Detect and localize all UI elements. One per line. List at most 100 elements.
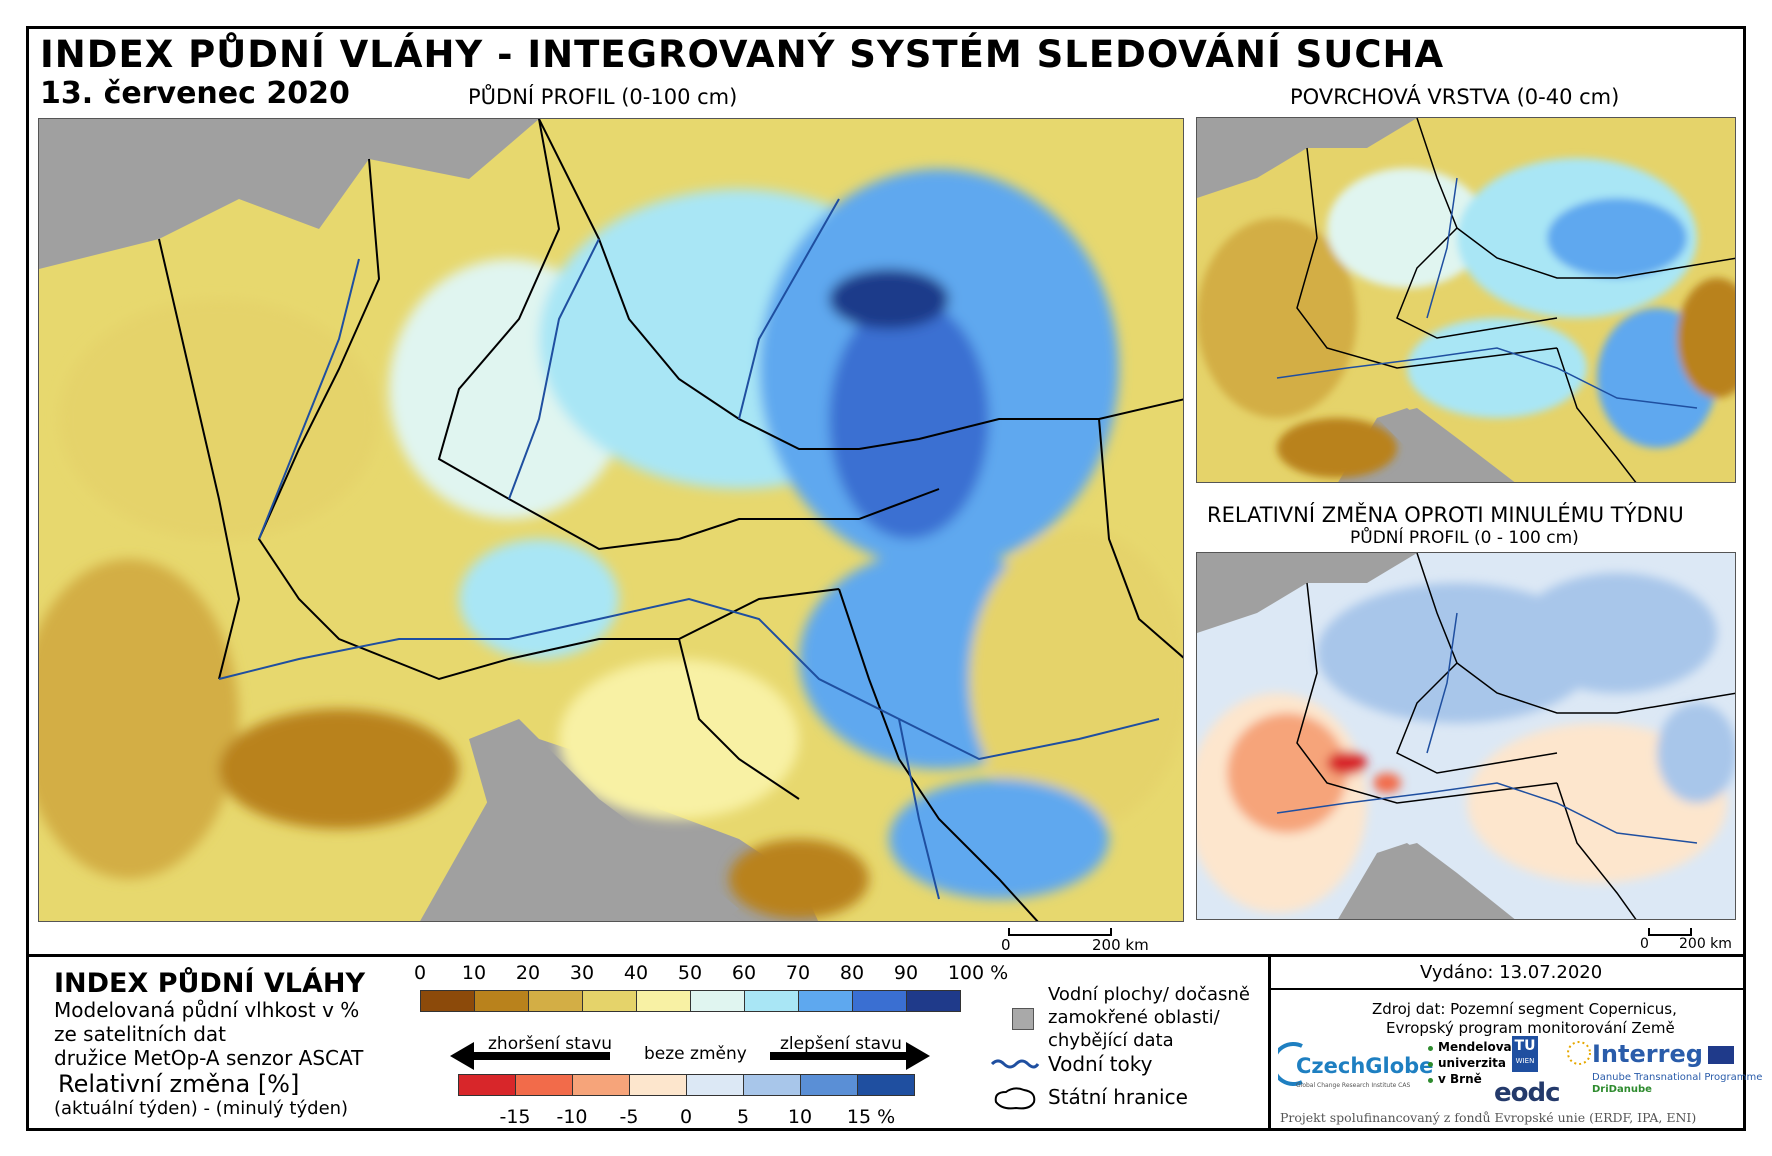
worse-arrow-icon — [450, 1042, 610, 1070]
moisture-swatch — [798, 990, 853, 1012]
legend-desc-3: družice MetOp-A senzor ASCAT — [54, 1046, 364, 1070]
arrow-none-label: beze změny — [644, 1044, 747, 1064]
rivers-label: Vodní toky — [1048, 1052, 1153, 1076]
main-soil-moisture-map[interactable] — [38, 118, 1184, 922]
change-map-title: RELATIVNÍ ZMĚNA OPROTI MINULÉMU TÝDNU — [1207, 503, 1684, 527]
main-scalebar-end: 200 km — [1092, 936, 1149, 954]
mendel-dot-1 — [1428, 1046, 1433, 1051]
moisture-swatch — [474, 990, 529, 1012]
change-rivers — [1276, 612, 1698, 844]
mendel-logo-line-3: v Brně — [1438, 1072, 1482, 1086]
info-divider — [1268, 956, 1271, 1131]
adriatic-sea — [469, 719, 739, 921]
source-line-1: Zdroj dat: Pozemní segment Copernicus, — [1372, 1000, 1677, 1018]
change-swatch — [572, 1074, 630, 1096]
surface-borders — [1296, 118, 1735, 482]
border-symbol-icon — [994, 1087, 1036, 1110]
rivers — [218, 198, 1160, 900]
czechglobe-logo-icon — [1278, 1042, 1303, 1086]
arrow-worse-label: zhoršení stavu — [488, 1034, 613, 1054]
moisture-swatch — [420, 990, 475, 1012]
moisture-tick-label: 0 — [413, 962, 427, 984]
mendel-dot-2 — [1428, 1062, 1433, 1067]
change-tick-label: 15 % — [846, 1106, 896, 1128]
moisture-tick-label: 10 — [461, 962, 487, 984]
moisture-swatch — [582, 990, 637, 1012]
legend-change-title: Relativní změna [%] — [58, 1070, 300, 1098]
river-symbol-icon — [990, 1059, 1040, 1069]
czechglobe-logo-subtext: Global Change Research Institute CAS — [1296, 1082, 1411, 1089]
change-borders — [1296, 553, 1735, 919]
surface-layer-map[interactable] — [1196, 117, 1736, 483]
moisture-tick-label: 50 — [677, 962, 703, 984]
moisture-tick-label: 40 — [623, 962, 649, 984]
moisture-tick-label: 60 — [731, 962, 757, 984]
tu-wien-logo: TU WIEN — [1512, 1036, 1538, 1072]
surface-moisture-field — [1197, 158, 1735, 478]
moisture-swatch — [636, 990, 691, 1012]
change-tick-label: 5 — [736, 1106, 750, 1128]
arrow-better-label: zlepšení stavu — [780, 1034, 902, 1054]
legend-desc-1: Modelovaná půdní vlhkost v % — [54, 998, 360, 1022]
issued-date: Vydáno: 13.07.2020 — [1420, 962, 1603, 983]
interreg-subtext-1: Danube Transnational Programme — [1592, 1072, 1763, 1083]
interreg-subtext-2: DriDanube — [1592, 1084, 1652, 1095]
change-swatch — [800, 1074, 858, 1096]
mendel-dot-3 — [1428, 1078, 1433, 1083]
change-tick-label: -10 — [556, 1106, 588, 1128]
change-swatch — [743, 1074, 801, 1096]
issued-divider — [1270, 988, 1746, 990]
mendel-logo-line-2: univerzita — [1438, 1056, 1507, 1070]
moisture-tick-label: 70 — [785, 962, 811, 984]
page-title: INDEX PŮDNÍ VLÁHY - INTEGROVANÝ SYSTÉM S… — [40, 33, 1445, 76]
source-line-2: Evropský program monitorování Země — [1386, 1019, 1675, 1037]
surface-map-svg — [1197, 118, 1735, 482]
relative-change-map[interactable] — [1196, 552, 1736, 920]
borders-label: Státní hranice — [1048, 1085, 1188, 1109]
legend-desc-2: ze satelitních dat — [54, 1022, 226, 1046]
surface-rivers — [1276, 177, 1698, 409]
moisture-swatch — [528, 990, 583, 1012]
change-tick-label: -15 — [499, 1106, 531, 1128]
moisture-swatch — [906, 990, 961, 1012]
water-label-1: Vodní plochy/ dočasně — [1048, 984, 1250, 1005]
change-map-svg — [1197, 553, 1735, 919]
change-tick-label: 0 — [679, 1106, 693, 1128]
main-scalebar — [1008, 928, 1112, 936]
moisture-swatch — [744, 990, 799, 1012]
moisture-tick-label: 90 — [893, 962, 919, 984]
legend-change-desc: (aktuální týden) - (minulý týden) — [54, 1098, 349, 1119]
moisture-tick-label: 30 — [569, 962, 595, 984]
moisture-swatch — [852, 990, 907, 1012]
surface-map-caption: POVRCHOVÁ VRSTVA (0-40 cm) — [1290, 85, 1620, 109]
change-field — [1197, 573, 1735, 913]
change-arrows — [450, 1042, 930, 1070]
mendel-logo-line-1: Mendelova — [1438, 1040, 1512, 1054]
better-arrow-icon — [770, 1042, 930, 1070]
main-map-svg — [39, 119, 1183, 921]
small-scalebar-zero: 0 — [1640, 936, 1649, 952]
moisture-swatch — [690, 990, 745, 1012]
water-label-3: chybějící data — [1048, 1030, 1174, 1051]
water-bodies-swatch — [1012, 1008, 1034, 1030]
czechglobe-logo-text: CzechGlobe — [1296, 1054, 1434, 1078]
surface-adriatic — [1377, 408, 1495, 482]
eodc-logo: eodc — [1494, 1078, 1561, 1108]
change-tick-label: -5 — [619, 1106, 639, 1128]
moisture-tick-label: 100 % — [947, 962, 1009, 984]
eu-flag-icon — [1708, 1046, 1734, 1064]
small-scalebar-end: 200 km — [1679, 936, 1732, 952]
change-swatch — [515, 1074, 573, 1096]
moisture-tick-label: 80 — [839, 962, 865, 984]
change-adriatic — [1377, 843, 1495, 919]
legend-divider — [26, 954, 1746, 957]
main-scalebar-zero: 0 — [1001, 936, 1011, 954]
small-scalebar — [1648, 928, 1692, 936]
legend-title: INDEX PŮDNÍ VLÁHY — [54, 968, 366, 999]
footer-note: Projekt spolufinancovaný z fondů Evropsk… — [1280, 1110, 1697, 1125]
change-tick-label: 10 — [787, 1106, 813, 1128]
map-date: 13. červenec 2020 — [40, 76, 350, 111]
wien-logo-text: WIEN — [1515, 1057, 1535, 1065]
interreg-star-icon — [1567, 1041, 1591, 1065]
change-swatch — [629, 1074, 687, 1096]
